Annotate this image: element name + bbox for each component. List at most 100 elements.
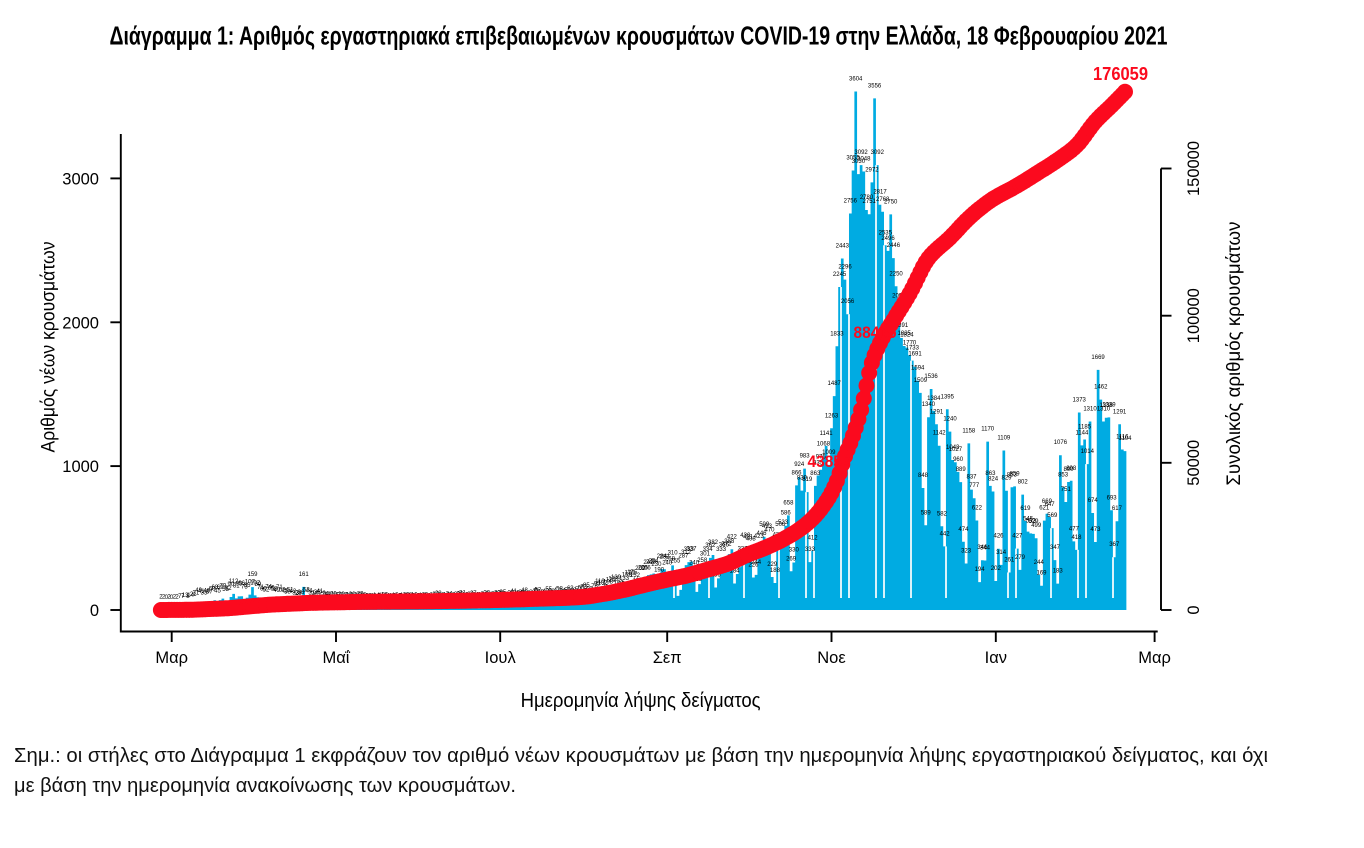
svg-text:79: 79 [220, 584, 227, 590]
svg-text:545: 545 [1023, 517, 1034, 523]
svg-text:240: 240 [662, 561, 673, 567]
svg-text:2: 2 [167, 595, 171, 601]
svg-text:693: 693 [1107, 495, 1118, 501]
svg-text:2768: 2768 [876, 197, 890, 203]
svg-text:837: 837 [966, 475, 977, 481]
svg-text:1891: 1891 [895, 323, 909, 329]
svg-text:1310: 1310 [1097, 407, 1111, 413]
svg-text:45: 45 [214, 589, 221, 595]
svg-text:3092: 3092 [871, 150, 885, 156]
svg-text:1116: 1116 [1116, 434, 1129, 440]
svg-text:442: 442 [940, 531, 951, 537]
svg-text:85: 85 [583, 583, 590, 589]
svg-text:1170: 1170 [981, 427, 995, 433]
svg-text:2535: 2535 [879, 230, 893, 236]
svg-text:1336: 1336 [1100, 403, 1114, 409]
svg-text:279: 279 [1015, 555, 1026, 561]
svg-text:1000: 1000 [62, 458, 99, 476]
svg-text:866: 866 [791, 470, 802, 476]
svg-text:Νοε: Νοε [817, 649, 846, 667]
svg-text:1076: 1076 [1054, 440, 1068, 446]
svg-text:2: 2 [162, 595, 166, 601]
svg-text:830: 830 [797, 476, 808, 482]
svg-text:423: 423 [754, 534, 765, 540]
svg-text:621: 621 [1039, 506, 1050, 512]
svg-text:2000: 2000 [62, 314, 99, 332]
svg-text:55: 55 [222, 587, 229, 593]
svg-text:3030: 3030 [852, 159, 866, 165]
svg-text:499: 499 [1031, 523, 1042, 529]
svg-text:43857: 43857 [808, 452, 851, 471]
svg-text:301: 301 [700, 552, 711, 558]
svg-text:38: 38 [284, 590, 291, 596]
svg-text:333: 333 [716, 547, 727, 553]
svg-text:2446: 2446 [887, 243, 901, 249]
svg-text:112: 112 [229, 579, 239, 585]
svg-text:2780: 2780 [860, 195, 874, 201]
svg-text:Μαρ: Μαρ [1138, 649, 1171, 667]
svg-text:45: 45 [281, 589, 288, 595]
svg-text:158: 158 [622, 572, 633, 578]
svg-text:110: 110 [595, 579, 605, 585]
svg-text:226: 226 [748, 563, 759, 569]
svg-text:1691: 1691 [908, 352, 922, 358]
svg-text:128: 128 [608, 577, 619, 583]
svg-text:426: 426 [993, 534, 1004, 540]
svg-text:1263: 1263 [825, 413, 839, 419]
svg-text:622: 622 [972, 506, 983, 512]
svg-text:1310: 1310 [1083, 407, 1097, 413]
svg-text:824: 824 [988, 477, 999, 483]
svg-text:362: 362 [705, 543, 716, 549]
svg-text:2817: 2817 [873, 190, 887, 196]
svg-text:2296: 2296 [838, 265, 852, 271]
svg-text:Σημ.: οι στήλες στο Διάγραμμα: Σημ.: οι στήλες στο Διάγραμμα 1 εκφράζου… [14, 745, 1268, 767]
svg-text:73: 73 [241, 585, 248, 591]
svg-text:68: 68 [211, 585, 218, 591]
svg-text:46: 46 [203, 588, 210, 594]
svg-text:53: 53 [303, 587, 310, 593]
svg-text:269: 269 [786, 556, 797, 562]
svg-text:0: 0 [1185, 605, 1203, 614]
svg-text:36: 36 [314, 590, 321, 596]
svg-text:2250: 2250 [889, 271, 903, 277]
svg-text:474: 474 [958, 527, 969, 533]
svg-text:2496: 2496 [881, 236, 895, 242]
svg-text:853: 853 [1007, 472, 1018, 478]
svg-text:242: 242 [643, 560, 654, 566]
svg-text:1043: 1043 [946, 445, 960, 451]
svg-text:Ημερομηνία λήψης δείγματος: Ημερομηνία λήψης δείγματος [521, 690, 761, 712]
svg-text:2750: 2750 [884, 199, 898, 205]
svg-text:3092: 3092 [854, 150, 868, 156]
svg-text:366: 366 [719, 542, 730, 548]
svg-text:14: 14 [187, 593, 194, 599]
svg-text:1144: 1144 [1075, 430, 1089, 436]
svg-text:3604: 3604 [849, 77, 863, 83]
svg-text:509: 509 [759, 522, 770, 528]
svg-text:7: 7 [178, 594, 182, 600]
svg-text:924: 924 [794, 462, 805, 468]
svg-text:202: 202 [635, 566, 646, 572]
svg-text:90: 90 [228, 582, 235, 588]
svg-text:3048: 3048 [857, 157, 871, 163]
svg-text:493: 493 [762, 524, 773, 530]
svg-text:62: 62 [225, 586, 232, 592]
svg-text:1141: 1141 [820, 431, 834, 437]
svg-text:51: 51 [287, 588, 294, 594]
svg-text:777: 777 [969, 483, 980, 489]
svg-text:2: 2 [175, 595, 179, 601]
svg-text:244: 244 [1034, 560, 1045, 566]
svg-text:853: 853 [1058, 472, 1069, 478]
svg-text:347: 347 [1050, 545, 1061, 551]
svg-text:78: 78 [591, 584, 598, 590]
svg-text:367: 367 [1109, 542, 1120, 548]
svg-text:183: 183 [1053, 569, 1064, 575]
svg-text:2: 2 [173, 595, 177, 601]
svg-text:751: 751 [1061, 487, 1072, 493]
svg-text:102: 102 [250, 580, 261, 586]
svg-text:323: 323 [961, 549, 972, 555]
svg-text:74: 74 [265, 584, 272, 590]
svg-text:330: 330 [789, 548, 800, 554]
svg-text:139: 139 [611, 575, 622, 581]
svg-text:65: 65 [578, 586, 585, 592]
svg-text:421: 421 [743, 534, 754, 540]
